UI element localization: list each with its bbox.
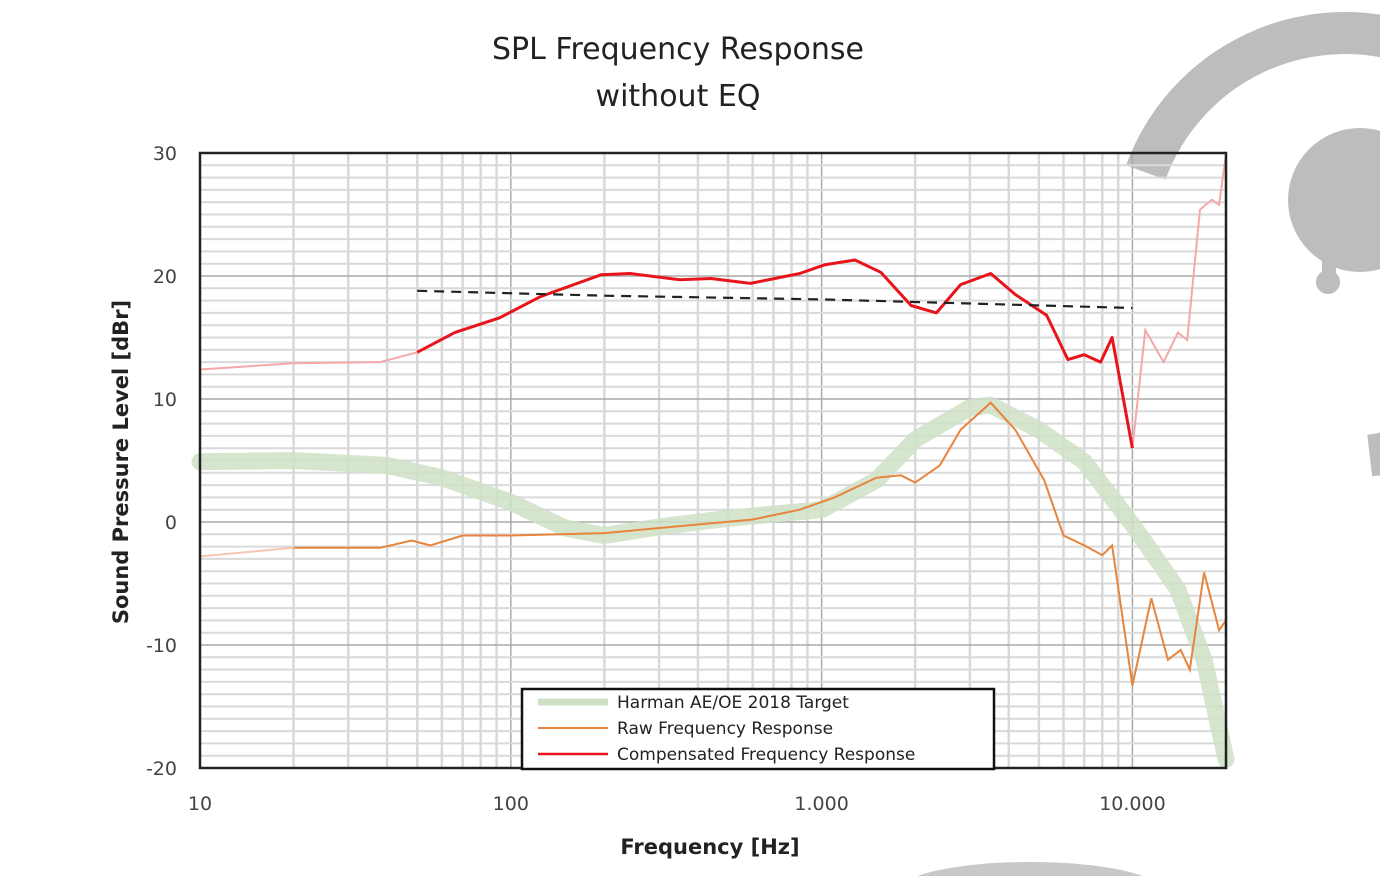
legend-label-target: Harman AE/OE 2018 Target bbox=[617, 693, 849, 713]
x-tick-label: 100 bbox=[493, 793, 529, 815]
y-tick-label: -10 bbox=[146, 635, 177, 657]
series-layer bbox=[191, 154, 1235, 768]
watermark-logo bbox=[917, 12, 1380, 876]
chart-title-line2: without EQ bbox=[596, 79, 761, 114]
legend-label-compensated: Compensated Frequency Response bbox=[617, 745, 915, 765]
x-axis-label: Frequency [Hz] bbox=[620, 835, 799, 859]
y-tick-label: 0 bbox=[165, 512, 177, 534]
y-tick-label: -20 bbox=[146, 758, 177, 780]
series-compensated-faded-high bbox=[1131, 154, 1227, 449]
series-target-dashed bbox=[417, 289, 1133, 310]
y-tick-label: 10 bbox=[153, 389, 177, 411]
y-tick-label: 30 bbox=[153, 143, 177, 165]
x-tick-label: 10.000 bbox=[1099, 793, 1165, 815]
series-compensated bbox=[416, 258, 1134, 449]
y-axis-label: Sound Pressure Level [dBr] bbox=[109, 300, 133, 624]
legend: Harman AE/OE 2018 Target Raw Frequency R… bbox=[520, 687, 996, 771]
legend-label-raw: Raw Frequency Response bbox=[617, 719, 833, 739]
series-harman-target bbox=[191, 396, 1235, 768]
x-tick-label: 1.000 bbox=[794, 793, 848, 815]
series-raw bbox=[293, 401, 1227, 686]
series-raw-faded bbox=[199, 546, 294, 558]
x-tick-label: 10 bbox=[188, 793, 212, 815]
chart-title-line1: SPL Frequency Response bbox=[492, 32, 864, 67]
y-tick-label: 20 bbox=[153, 266, 177, 288]
series-compensated-faded-low bbox=[199, 351, 418, 371]
